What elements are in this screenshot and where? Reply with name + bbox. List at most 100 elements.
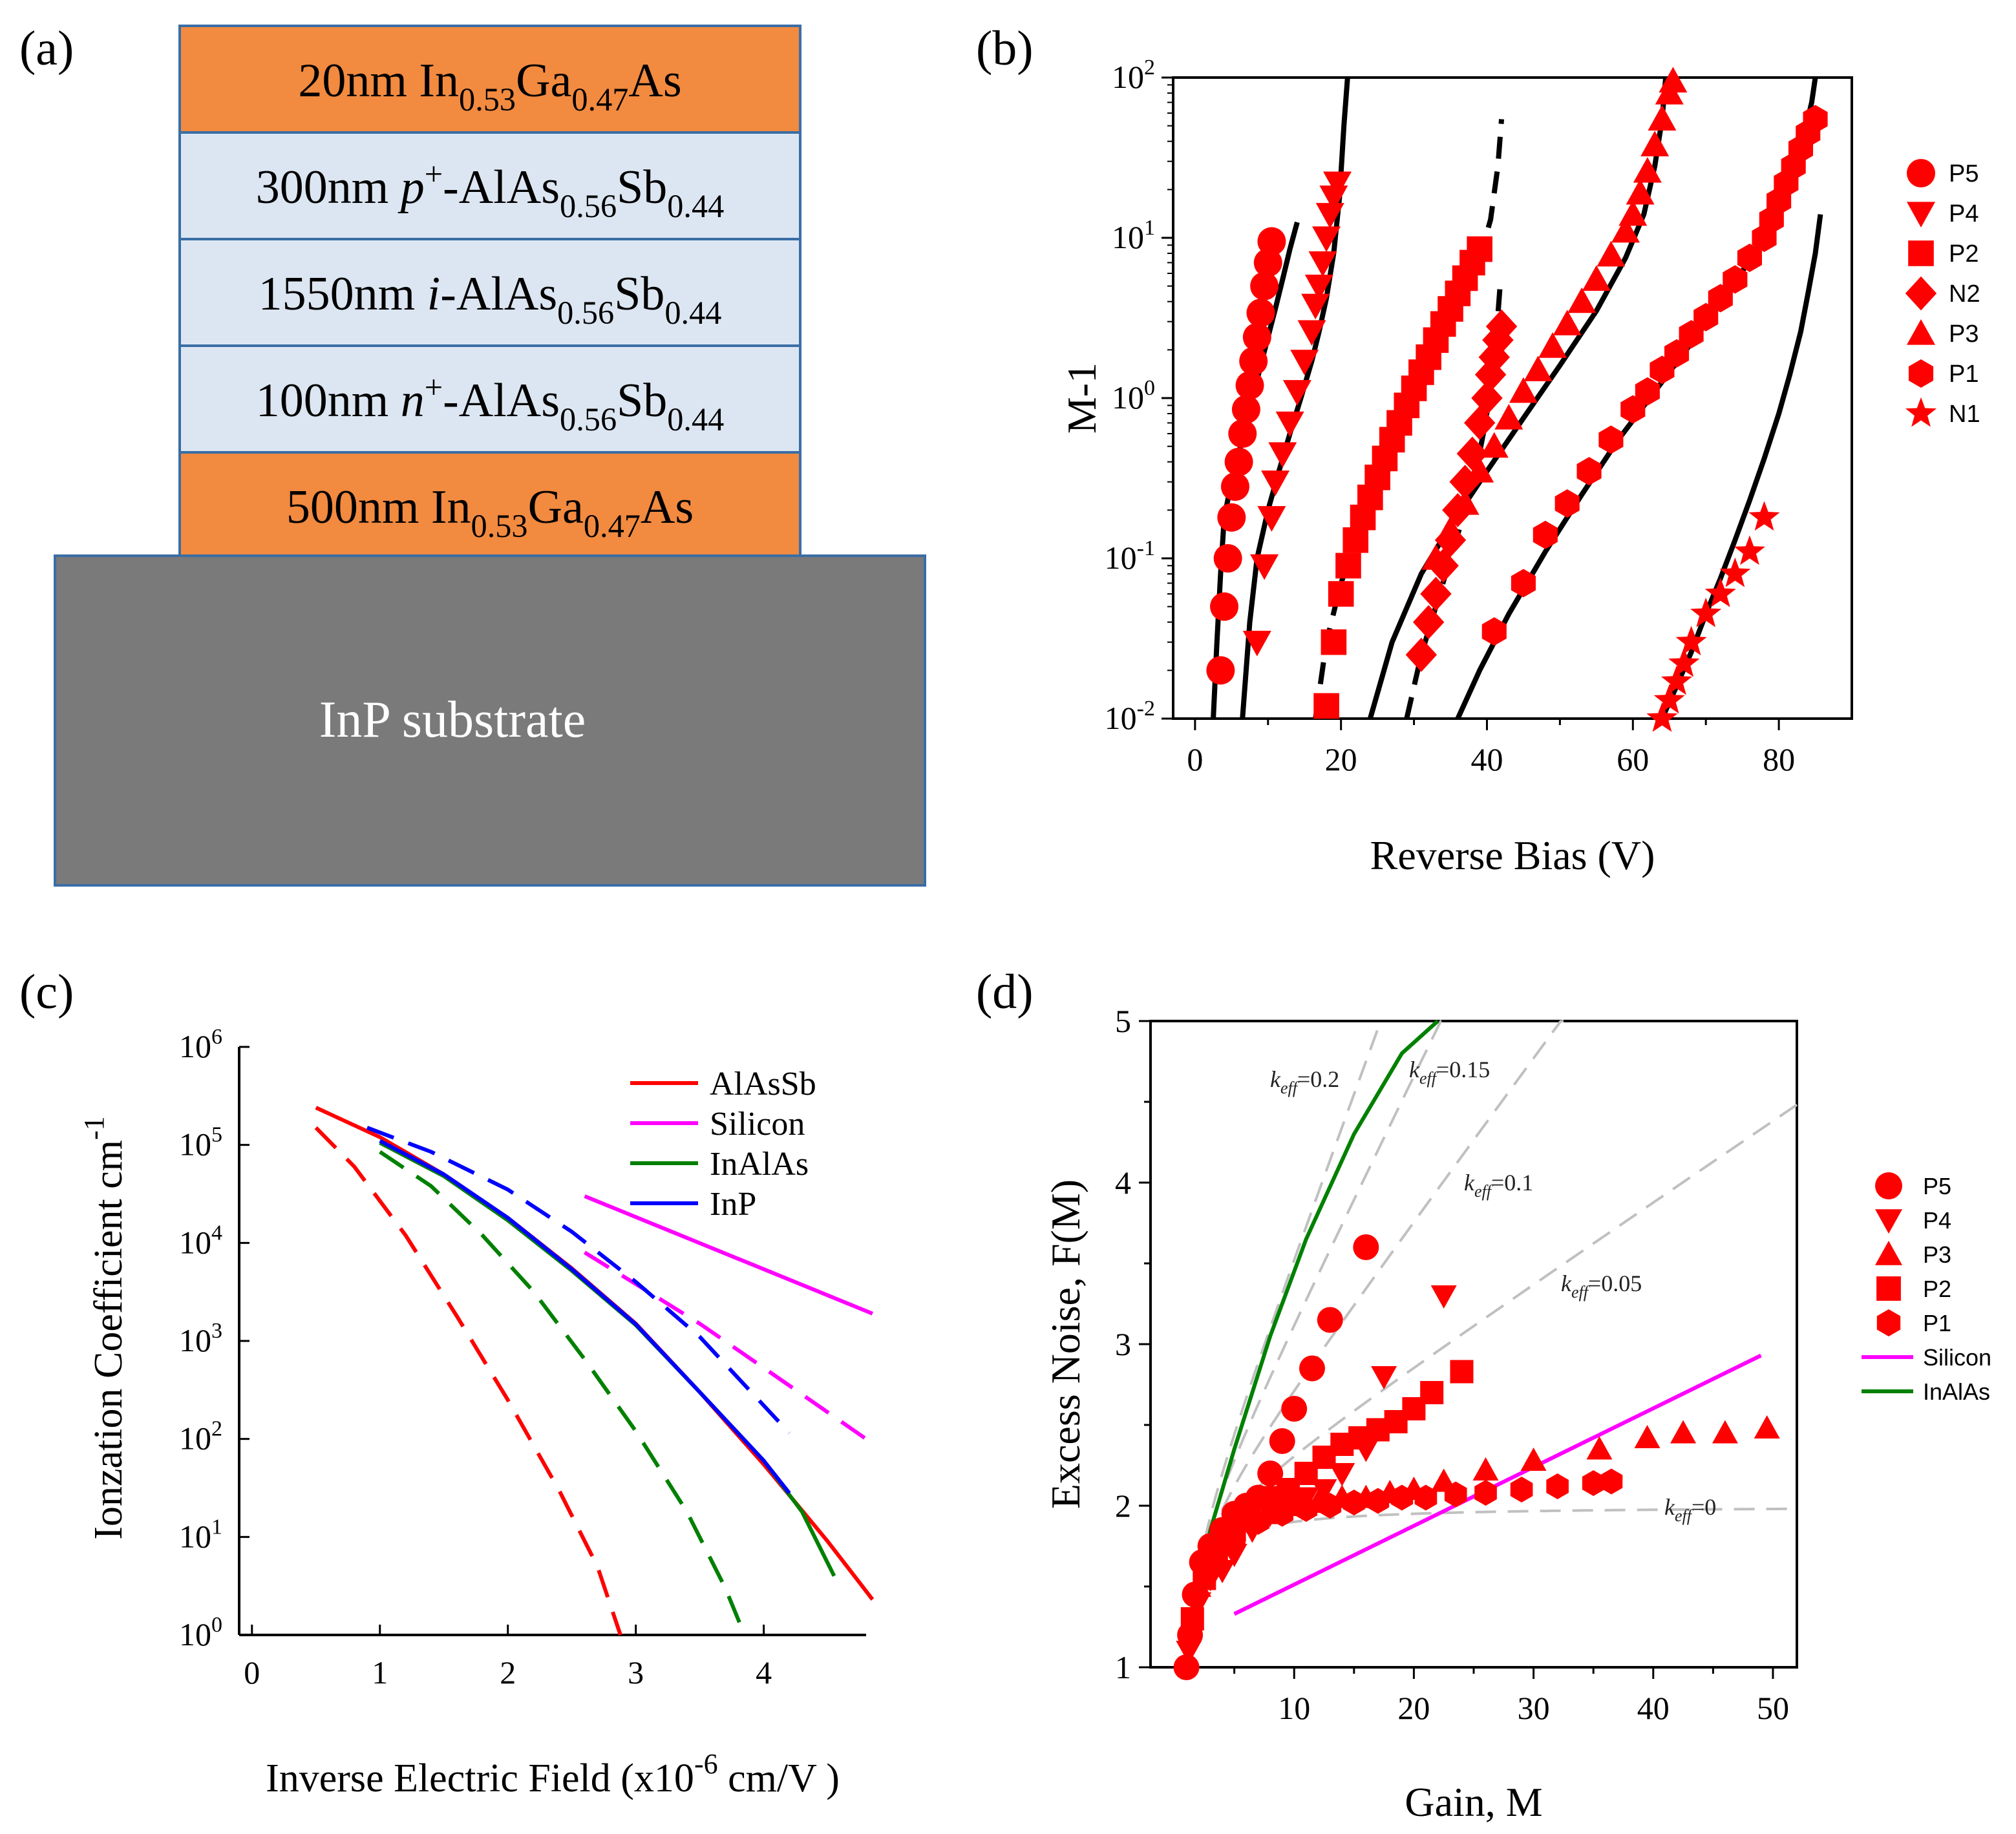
data-point-P1 xyxy=(1444,1481,1467,1508)
data-point-P5 xyxy=(1281,1396,1308,1422)
k-value: =0 xyxy=(1692,1494,1716,1520)
x-tick-label: 3 xyxy=(628,1654,644,1691)
y-tick-label-base: 10 xyxy=(179,1518,211,1554)
data-point-P1 xyxy=(1803,105,1828,134)
substrate-label: InP substrate xyxy=(319,691,586,748)
data-point-P3 xyxy=(1712,1420,1738,1444)
data-point-P5 xyxy=(1317,1307,1343,1333)
plot-c-lines xyxy=(314,1106,875,1636)
legend-label: P3 xyxy=(1949,321,1979,348)
data-point-P3 xyxy=(1480,432,1509,458)
data-point-N1 xyxy=(1719,557,1751,587)
data-point-P3 xyxy=(1640,131,1670,156)
layer-label-part: 0.53 xyxy=(459,81,516,118)
x-tick-label: 20 xyxy=(1325,741,1357,777)
data-point-P1 xyxy=(1295,1496,1318,1522)
legend-marker-P3 xyxy=(1875,1241,1902,1265)
data-point-P3 xyxy=(1586,1436,1613,1460)
layer-label-part: As xyxy=(628,54,681,107)
data-point-P3 xyxy=(1648,105,1677,131)
data-point-P3 xyxy=(1472,1457,1499,1481)
layer-label-part: p xyxy=(398,161,425,214)
layer-label-part: + xyxy=(425,369,443,405)
layer-label-part: In xyxy=(419,54,459,107)
plot-d-legend: P5 P4 P3 P2 P1 Silicon InAlAs xyxy=(1862,1172,1991,1405)
data-point-P2 xyxy=(1467,236,1492,262)
data-point-P2 xyxy=(1420,1381,1444,1404)
data-point-P1 xyxy=(1319,1493,1342,1519)
plot-b-legend: P5 P4 P2 N2 P3 P1 N1 xyxy=(1905,159,1980,428)
reference-curve xyxy=(1185,1103,1798,1668)
data-point-P3 xyxy=(1597,240,1626,267)
y-tick-label-base: 10 xyxy=(179,1126,211,1163)
data-point-P3 xyxy=(1611,216,1640,243)
plot-b-data-points xyxy=(1206,67,1828,732)
data-point-P4 xyxy=(1185,1592,1212,1616)
legend-marker-P1 xyxy=(1908,359,1934,388)
legend-marker-P4 xyxy=(1875,1209,1902,1234)
data-point-N1 xyxy=(1748,501,1780,531)
data-point-P4 xyxy=(1176,1641,1202,1664)
data-point-P1 xyxy=(1598,425,1624,454)
data-point-P3 xyxy=(1465,457,1494,483)
data-point-P3 xyxy=(1567,287,1597,313)
y-tick-label: 102 xyxy=(179,1417,222,1457)
layer-label-part: 0.56 xyxy=(557,295,614,331)
data-point-P4 xyxy=(1290,350,1319,375)
plot-d-axes: 10 20 30 40 50 1 2 3 4 5 xyxy=(1115,1003,1789,1726)
reference-curve xyxy=(1185,1020,1564,1668)
reference-curve-label: keff=0.1 xyxy=(1464,1170,1533,1201)
data-point-P1 xyxy=(1474,1480,1497,1506)
plot-d-ylabel: Excess Noise, F(M) xyxy=(1043,1179,1088,1509)
y-tick-label-base: 10 xyxy=(179,1224,211,1260)
data-point-P5 xyxy=(1242,322,1271,352)
data-point-P1 xyxy=(1679,320,1704,349)
data-point-N1 xyxy=(1646,702,1678,732)
layer-label-part: Ga xyxy=(516,54,571,107)
layer-label: 500nm In0.53Ga0.47As xyxy=(286,481,694,544)
data-point-N2 xyxy=(1485,309,1518,344)
data-point-P1 xyxy=(1546,1473,1569,1499)
data-point-P3 xyxy=(1670,1420,1697,1444)
data-point-P1 xyxy=(1582,1470,1605,1496)
legend-marker-P4 xyxy=(1907,202,1935,227)
line-InAlAs-solid xyxy=(379,1141,836,1577)
substrate-block xyxy=(54,554,926,887)
legend-label: N2 xyxy=(1949,280,1980,308)
data-point-P1 xyxy=(1635,377,1660,406)
legend-marker-P1 xyxy=(1876,1309,1901,1336)
data-point-P5 xyxy=(1257,227,1286,256)
x-tick-label: 40 xyxy=(1637,1690,1670,1726)
data-point-P5 xyxy=(1206,656,1235,685)
data-point-P2 xyxy=(1328,581,1354,607)
data-point-N1 xyxy=(1653,684,1685,714)
plot-b-ylabel: M-1 xyxy=(1059,363,1105,434)
data-point-P3 xyxy=(1659,67,1688,93)
x-tick-label: 50 xyxy=(1757,1690,1789,1726)
layer-label: 100nm n+-AlAs0.56Sb0.44 xyxy=(256,369,725,437)
legend-label: P5 xyxy=(1949,160,1979,187)
data-point-P1 xyxy=(1737,243,1762,272)
data-point-N1 xyxy=(1690,597,1722,627)
data-point-P5 xyxy=(1173,1654,1200,1680)
y-tick-label: 104 xyxy=(179,1221,222,1260)
legend-label: Silicon xyxy=(1923,1344,1991,1371)
plot-d-data-points xyxy=(1173,1234,1780,1680)
fit-line xyxy=(1367,77,1669,720)
y-tick-label-base: 10 xyxy=(179,1420,211,1457)
data-point-P2 xyxy=(1335,553,1361,579)
k-symbol: k xyxy=(1464,1170,1475,1196)
k-value: =0.05 xyxy=(1588,1270,1642,1296)
line-Silicon xyxy=(1233,1353,1762,1616)
line-InAlAs-dashed xyxy=(379,1150,747,1636)
data-point-P5 xyxy=(1269,1428,1295,1454)
data-point-N1 xyxy=(1661,665,1693,695)
data-point-P3 xyxy=(1633,157,1662,183)
layer-block xyxy=(178,238,801,347)
data-point-P1 xyxy=(1533,520,1558,549)
panel-b-label: (b) xyxy=(976,21,1034,76)
reference-curve xyxy=(1185,1020,1383,1668)
